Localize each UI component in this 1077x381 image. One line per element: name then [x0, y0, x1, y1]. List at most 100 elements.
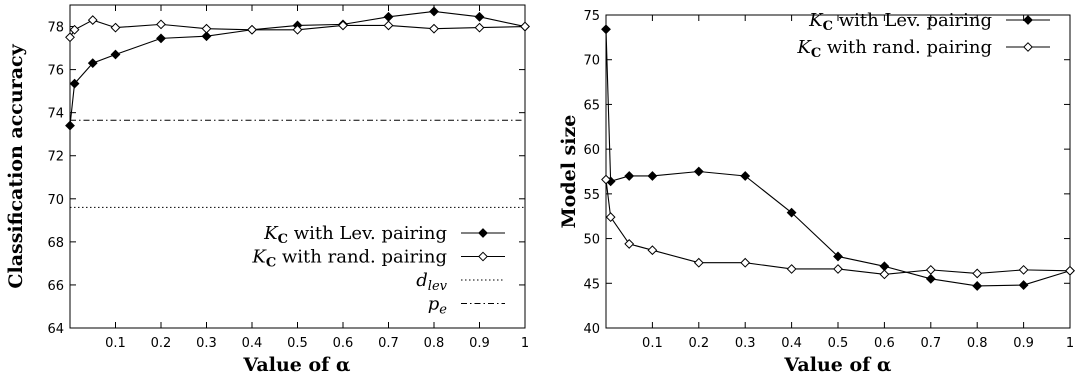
chart-0-legend-item: dlev: [416, 270, 505, 294]
chart-0-y-tick-label: 76: [47, 64, 64, 79]
chart-1-x-tick-label: 0.7: [920, 336, 941, 351]
chart-1-x-axis-title: Value of α: [783, 354, 892, 376]
chart-0-series-0-point: [383, 11, 394, 22]
chart-0-series-1-point: [69, 24, 80, 35]
chart-1-y-axis-title: Model size: [558, 115, 580, 229]
chart-1-y-tick-label: 70: [583, 54, 600, 69]
chart-1-y-tick-label: 60: [583, 143, 600, 158]
chart-0-legend-label: dlev: [416, 270, 447, 294]
chart-0-y-tick-label: 66: [47, 279, 64, 294]
chart-1-series-1-point: [601, 174, 611, 185]
chart-1-series-0-line: [605, 29, 1071, 287]
chart-0-series-1-point: [65, 32, 75, 43]
chart-1-series-1-point: [1018, 264, 1029, 275]
chart-0-series-0-point: [201, 31, 212, 42]
chart-0-x-tick-label: 0.5: [287, 336, 308, 351]
chart-0-x-tick-label: 1: [521, 336, 529, 351]
chart-1-series-0: [601, 24, 1075, 291]
chart-0-legend-item: KC with rand. pairing: [251, 247, 505, 271]
chart-0-series-1-point: [201, 23, 212, 34]
chart-0-series-0-point: [65, 120, 75, 131]
chart-0-x-tick-label: 0.2: [151, 336, 172, 351]
chart-1-series-1-point: [624, 239, 635, 249]
chart-0-legend-swatch-marker: [478, 228, 488, 238]
chart-1-x-tick-label: 0.1: [642, 336, 663, 351]
chart-0-series-1-point: [338, 20, 348, 31]
chart-0-series-1-point: [429, 23, 439, 34]
chart-1-legend-label: KC with Lev. pairing: [808, 10, 992, 34]
chart-0-x-axis-title: Value of α: [242, 354, 351, 376]
chart-1-series-0-point: [1018, 280, 1029, 290]
chart-accuracy: 64 66 68 70 72 74 76 78 0.1 0.2 0.3 0.4 0.5 0.6 0.7 0.8…: [5, 4, 530, 376]
chart-1-x-tick-label: 0.8: [967, 336, 988, 351]
chart-1-series-0-point: [601, 24, 611, 35]
chart-1-series-0-point: [833, 251, 843, 262]
chart-0-y-tick-label: 74: [47, 107, 64, 122]
chart-0-series-1: [65, 15, 530, 43]
chart-0-x-tick-label: 0.7: [378, 336, 399, 351]
chart-1-series-1-point: [972, 268, 983, 279]
chart-0-series-0-point: [156, 33, 166, 44]
chart-0-x-tick-label: 0.9: [469, 336, 490, 351]
chart-1-legend-swatch-marker: [1023, 15, 1033, 25]
chart-1-y-tick-label: 65: [583, 98, 600, 113]
chart-model-size: 40 45 50 55 60 65 70 75 0.1 0.2 0.3 0.4 0.5 0.6 0.7 0.8…: [558, 9, 1075, 376]
chart-0-y-tick-label: 78: [47, 21, 64, 36]
chart-1-series-0-point: [693, 166, 704, 177]
chart-0-series-0-point: [69, 78, 80, 89]
chart-0-legend-item: pe: [428, 294, 505, 318]
chart-1-x-tick-label: 0.9: [1013, 336, 1034, 351]
chart-0-series-1-point: [247, 24, 257, 35]
chart-1-y-tick-label: 40: [583, 322, 600, 337]
chart-1-series-1-point: [605, 212, 616, 223]
chart-0-series-1-point: [156, 19, 166, 30]
chart-0-y-tick-label: 70: [47, 193, 64, 208]
chart-0-series-0-point: [429, 6, 439, 17]
chart-1-x-tick-label: 0.5: [828, 336, 849, 351]
chart-1-x-tick-label: 1: [1066, 336, 1074, 351]
chart-0-y-tick-label: 72: [47, 150, 64, 165]
chart-0-y-tick-label: 64: [47, 322, 64, 337]
chart-0-y-tick-label: 68: [47, 236, 64, 251]
chart-1-series-1-point: [647, 245, 658, 256]
chart-1-series-1-point: [879, 269, 890, 280]
chart-1-x-tick-label: 0.3: [735, 336, 756, 351]
chart-1-legend: KC with Lev. pairing KC with rand. pairin…: [796, 10, 1050, 61]
chart-1-series-0-point: [925, 273, 936, 284]
chart-1-legend-swatch-marker: [1023, 42, 1033, 52]
chart-1-y-tick-label: 50: [583, 233, 600, 248]
chart-1-y-tick-label: 45: [583, 277, 600, 292]
chart-1-x-tick-label: 0.6: [874, 336, 895, 351]
chart-1-legend-item: KC with rand. pairing: [796, 37, 1050, 61]
chart-0-x-tick-label: 0.6: [333, 336, 354, 351]
chart-1-y-tick-label: 75: [583, 9, 600, 24]
chart-0-x-tick-label: 0.3: [196, 336, 217, 351]
chart-1-series-1-point: [925, 264, 936, 275]
chart-0-legend-label: pe: [428, 294, 448, 318]
chart-1-legend-label: KC with rand. pairing: [796, 37, 992, 61]
chart-0-y-axis-title: Classification accuracy: [5, 43, 27, 288]
chart-1-series-0-point: [786, 207, 797, 218]
chart-0-x-tick-label: 0.1: [105, 336, 126, 351]
chart-1-series-1-point: [740, 257, 751, 268]
chart-0-plot-frame: [69, 4, 526, 329]
chart-1-x-tick-label: 0.4: [781, 336, 802, 351]
chart-0-series-1-point: [383, 20, 394, 31]
chart-0-legend-label: KC with rand. pairing: [251, 247, 447, 271]
chart-1-series-0-point: [647, 171, 658, 181]
chart-1-series-0-point: [972, 281, 983, 291]
chart-1-series-1: [601, 174, 1075, 280]
chart-0-legend-label: KC with Lev. pairing: [263, 223, 447, 247]
chart-0-series-0-point: [474, 11, 485, 22]
chart-0-x-tick-label: 0.8: [424, 336, 445, 351]
chart-1-series-0-point: [879, 261, 890, 272]
chart-0-series-1-point: [292, 24, 303, 35]
chart-0-series-1-point: [87, 15, 98, 25]
chart-0-series-1-point: [110, 22, 121, 33]
chart-0-series-1-point: [520, 21, 530, 32]
chart-0-series-0-point: [87, 58, 98, 69]
chart-1-series-1-point: [833, 264, 843, 274]
chart-0-series-1-point: [474, 22, 485, 33]
chart-1-series-1-point: [786, 264, 797, 274]
